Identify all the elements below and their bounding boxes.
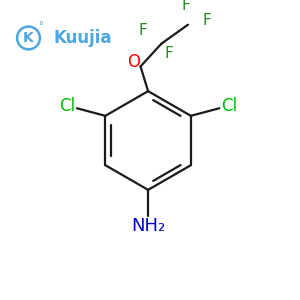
Text: K: K bbox=[23, 31, 34, 45]
Text: F: F bbox=[138, 23, 147, 38]
Text: F: F bbox=[165, 46, 173, 61]
Text: Kuujia: Kuujia bbox=[53, 29, 112, 47]
Text: F: F bbox=[182, 0, 190, 13]
Text: F: F bbox=[202, 14, 211, 28]
Text: °: ° bbox=[38, 22, 43, 32]
Text: NH₂: NH₂ bbox=[131, 217, 165, 235]
Text: Cl: Cl bbox=[59, 97, 75, 115]
Text: Cl: Cl bbox=[221, 97, 237, 115]
Text: O: O bbox=[128, 53, 140, 71]
